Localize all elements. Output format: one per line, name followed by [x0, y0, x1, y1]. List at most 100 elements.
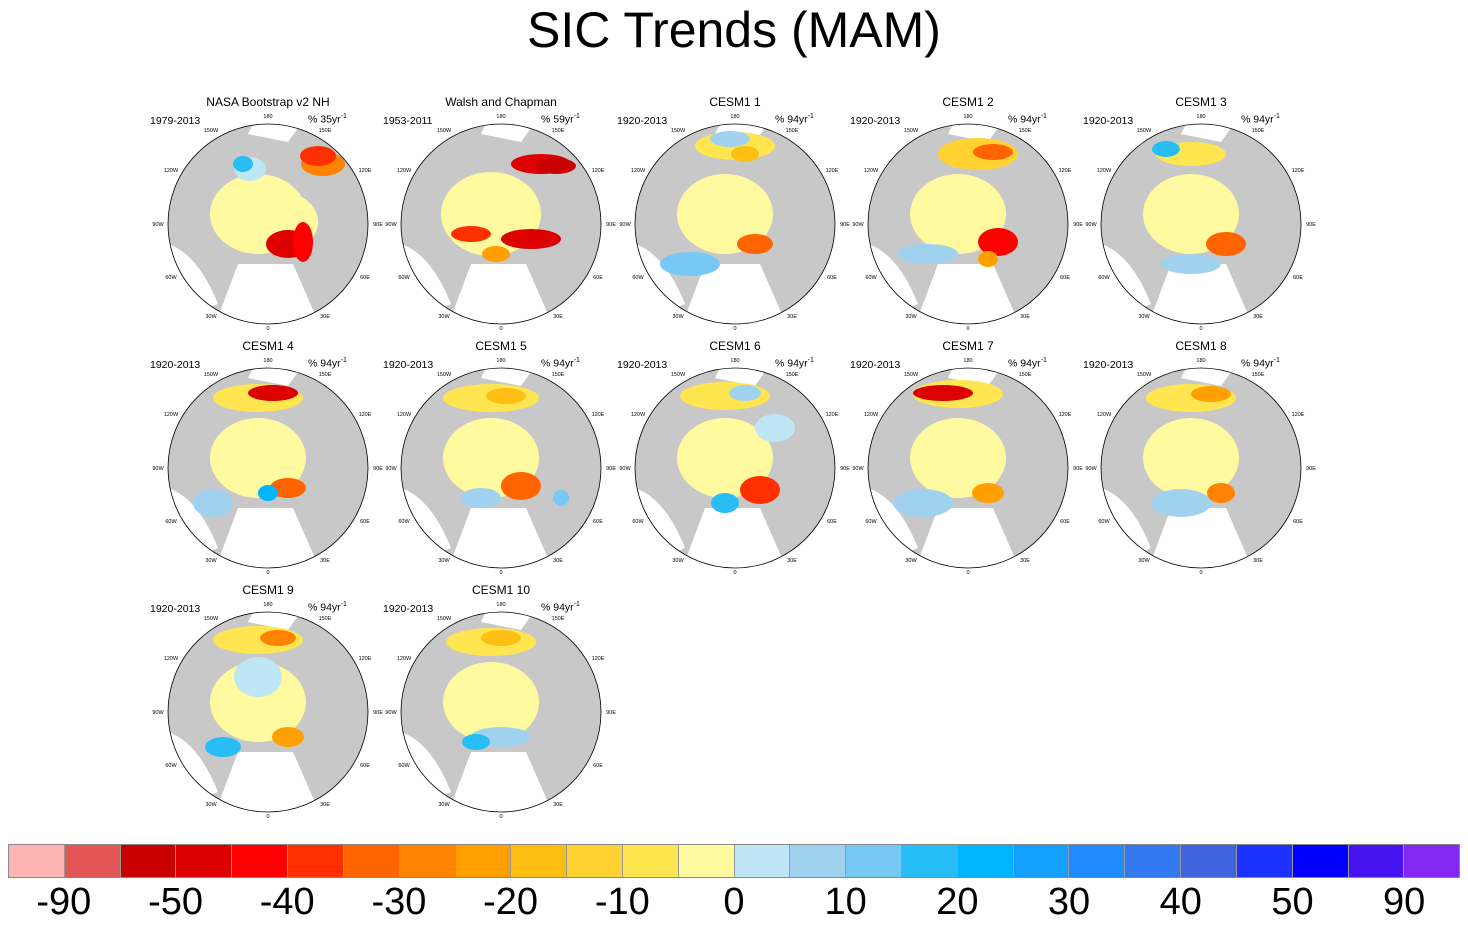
longitude-label: 150W [204, 128, 219, 134]
longitude-label: 120E [1059, 412, 1072, 418]
open-ocean [908, 264, 1028, 324]
longitude-label: 120W [864, 168, 879, 174]
colorbar-tick-label: 10 [824, 881, 867, 923]
longitude-label: 180 [1196, 358, 1205, 364]
longitude-label: 180 [963, 114, 972, 120]
map-panel: 180 150W 150E 120W 120E 90W 90E 60W 60E 30W 30E 0 NA… [150, 95, 383, 332]
colorbar-tick-label: -30 [371, 881, 427, 923]
panel-title: CESM1 4 [242, 339, 294, 353]
panel-period: 1920-2013 [1083, 115, 1134, 127]
longitude-label: 90E [373, 222, 383, 228]
longitude-label: 30W [438, 802, 450, 808]
colorbar-box [734, 845, 791, 877]
open-ocean [675, 264, 795, 324]
longitude-label: 0 [733, 570, 736, 576]
open-ocean [1141, 508, 1261, 568]
map-boundary [400, 123, 602, 325]
longitude-label: 90W [1085, 222, 1097, 228]
longitude-label: 60W [632, 519, 644, 525]
panel-title: CESM1 2 [942, 95, 994, 109]
panel-period: 1920-2013 [150, 359, 201, 371]
longitude-label: 150E [786, 372, 799, 378]
longitude-label: 150E [1019, 372, 1032, 378]
longitude-label: 150E [1252, 372, 1265, 378]
longitude-label: 90E [840, 222, 850, 228]
polar-map: 180 150W 150E 120W 120E 90W 90E 60W 60E 30W 30E 0 [1085, 114, 1316, 332]
longitude-label: 30E [320, 802, 330, 808]
colorbar-box [790, 845, 847, 877]
longitude-label: 120W [164, 168, 179, 174]
longitude-label: 30W [905, 558, 917, 564]
colorbar-box [288, 845, 344, 877]
longitude-label: 90W [385, 466, 397, 472]
panel-units: % 94yr-1 [775, 113, 814, 126]
colorbar-box [1292, 845, 1349, 877]
longitude-label: 150E [552, 128, 565, 134]
longitude-label: 90E [840, 466, 850, 472]
longitude-label: 30W [205, 558, 217, 564]
polar-map: 180 150W 150E 120W 120E 90W 90E 60W 60E 30W 30E 0 [152, 114, 383, 332]
longitude-label: 120W [631, 412, 646, 418]
longitude-label: 90W [852, 466, 864, 472]
longitude-label: 90E [1306, 222, 1316, 228]
longitude-label: 120E [359, 412, 372, 418]
sic-trend-field [972, 483, 1004, 503]
sic-trend-field [272, 727, 304, 747]
panel-title: CESM1 9 [242, 583, 294, 597]
colorbar-box [1236, 845, 1293, 877]
longitude-label: 60E [360, 519, 370, 525]
panel-units: % 94yr-1 [1241, 113, 1280, 126]
longitude-label: 30W [905, 314, 917, 320]
longitude-label: 120W [397, 656, 412, 662]
longitude-label: 30E [787, 314, 797, 320]
longitude-label: 90E [1073, 222, 1083, 228]
longitude-label: 60W [398, 763, 410, 769]
open-ocean [248, 368, 308, 386]
longitude-label: 90W [385, 222, 397, 228]
sic-trend-field [740, 476, 780, 504]
open-ocean [1141, 264, 1261, 324]
longitude-label: 30W [438, 558, 450, 564]
longitude-label: 0 [733, 326, 736, 332]
longitude-label: 30E [553, 802, 563, 808]
map-boundary [634, 123, 836, 325]
longitude-label: 30E [1020, 558, 1030, 564]
sic-trend-field [210, 418, 306, 498]
sic-trend-field [973, 144, 1013, 160]
longitude-label: 60E [360, 275, 370, 281]
longitude-label: 150W [204, 372, 219, 378]
sic-trend-field [1191, 386, 1231, 402]
open-ocean [1181, 124, 1241, 142]
sic-trend-field [293, 222, 313, 262]
sic-trend-field [481, 630, 521, 646]
longitude-label: 120E [1292, 168, 1305, 174]
colorbar-tick-label: -40 [259, 881, 315, 923]
longitude-label: 150W [437, 616, 452, 622]
longitude-label: 30W [672, 314, 684, 320]
longitude-label: 60E [593, 763, 603, 769]
longitude-label: 150E [786, 128, 799, 134]
panel-period: 1920-2013 [1083, 359, 1134, 371]
colorbar-labels: -90 -50 -40 -30 -20 -10 0 10 20 30 40 50 90 [8, 880, 1460, 924]
figure-title: SIC Trends (MAM) [527, 2, 941, 58]
sic-trend-field [260, 630, 296, 646]
longitude-label: 120E [1059, 168, 1072, 174]
longitude-label: 150W [1137, 372, 1152, 378]
longitude-label: 150W [204, 616, 219, 622]
map-panel: 180 150W 150E 120W 120E 90W 90E 60W 60E 30W 30E 0 CE… [383, 339, 616, 576]
sic-trend-field [482, 246, 510, 262]
panel-period: 1920-2013 [617, 115, 668, 127]
map-boundary [167, 367, 369, 569]
open-ocean [948, 368, 1008, 386]
colorbar-tick-label: 0 [723, 881, 745, 923]
longitude-label: 120E [359, 656, 372, 662]
open-ocean [948, 124, 1008, 142]
longitude-label: 90W [152, 466, 164, 472]
panel-period: 1920-2013 [617, 359, 668, 371]
panel-units: % 94yr-1 [1008, 113, 1047, 126]
longitude-label: 90E [1306, 466, 1316, 472]
longitude-label: 120W [164, 656, 179, 662]
panel-title: Walsh and Chapman [445, 95, 557, 109]
longitude-label: 30W [205, 314, 217, 320]
longitude-label: 180 [496, 114, 505, 120]
